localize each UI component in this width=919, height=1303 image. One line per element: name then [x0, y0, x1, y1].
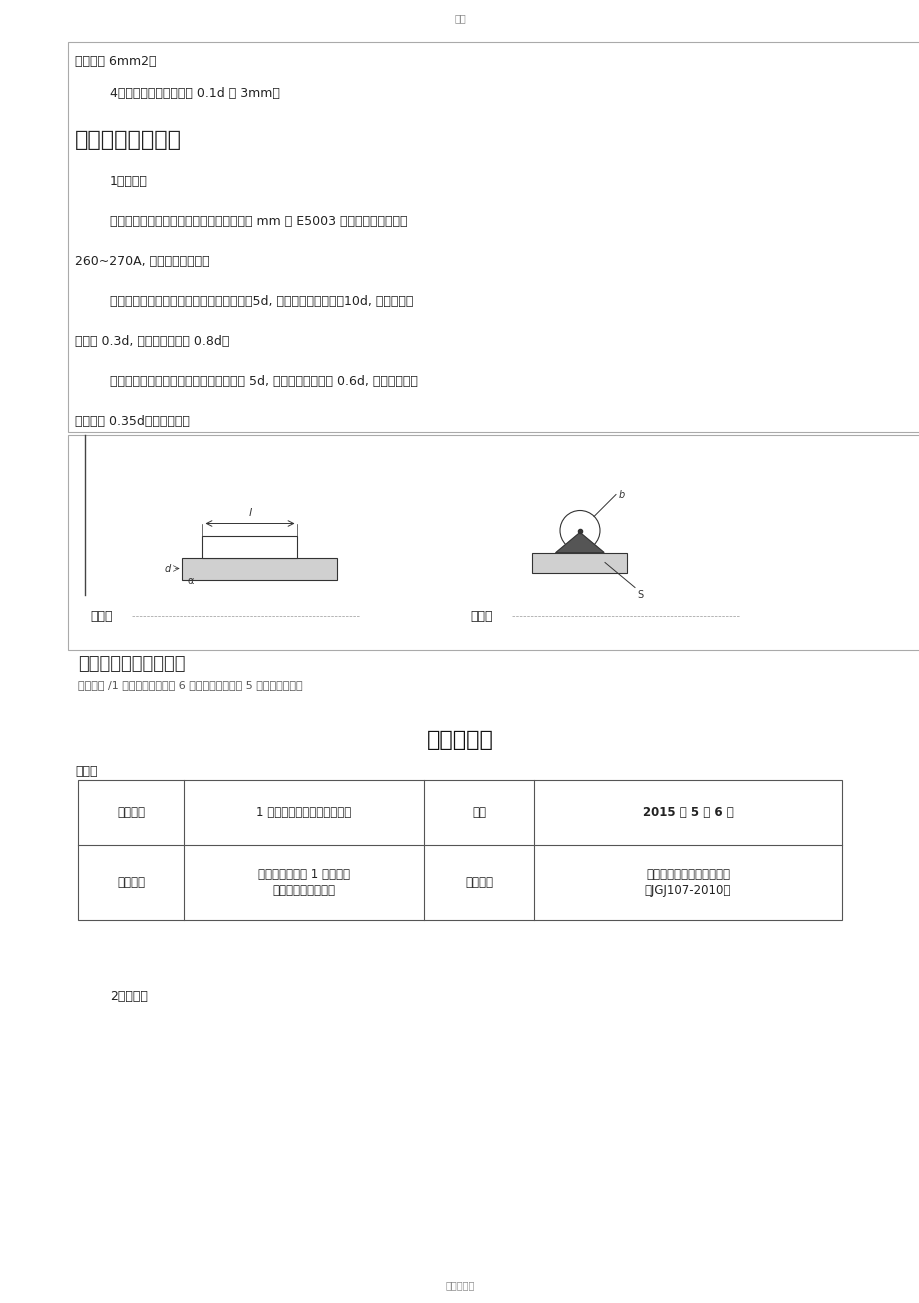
Text: α: α	[187, 576, 194, 585]
Text: 2、坡口焊: 2、坡口焊	[110, 990, 148, 1003]
Text: 《钢筋机械连接技术规程》: 《钢筋机械连接技术规程》	[645, 868, 729, 881]
Polygon shape	[555, 533, 604, 552]
Text: 编制人: 编制人	[90, 610, 112, 623]
Text: 编号：: 编号：	[75, 765, 97, 778]
Text: 根据工艺性试验确定，本工程焊条选用直径 mm 的 E5003 级焊条。焊接电流为: 根据工艺性试验确定，本工程焊条选用直径 mm 的 E5003 级焊条。焊接电流为	[110, 215, 407, 228]
Text: l: l	[248, 508, 251, 519]
Text: S: S	[636, 589, 642, 599]
Text: 钢筋与钢板搭接焊时，搭接长度不得小于 5d, 焊缝宽度不得小于 0.6d, 焊缝有效厚度: 钢筋与钢板搭接焊时，搭接长度不得小于 5d, 焊缝宽度不得小于 0.6d, 焊缝…	[110, 375, 417, 388]
Text: 2015 年 5 月 6 日: 2015 年 5 月 6 日	[642, 807, 732, 820]
Text: 钢筋与钢筋搭接焊时，双面焊焊缝长度应）5d, 单面焊焊缝长度应）10d, 焊缝高度不: 钢筋与钢筋搭接焊时，双面焊焊缝长度应）5d, 单面焊焊缝长度应）10d, 焊缝高…	[110, 294, 413, 308]
Text: 版权下载权: 版权下载权	[445, 1280, 474, 1290]
Text: 复核人: 复核人	[470, 610, 492, 623]
Text: 260~270A, 焊接时采用平焊。: 260~270A, 焊接时采用平焊。	[75, 255, 210, 268]
Text: 技术交底书: 技术交底书	[426, 730, 493, 751]
Text: 积不大于 6mm2。: 积不大于 6mm2。	[75, 55, 156, 68]
Text: 1 号线文化宫站地连墙施工队: 1 号线文化宫站地连墙施工队	[256, 807, 351, 820]
Text: d: d	[165, 563, 170, 573]
Text: 接收单位 /1 嗯舞关和营哥血超 6 施茎队后垲缝梆认 5 一炼凝们效厚度: 接收单位 /1 嗯舞关和营哥血超 6 施茎队后垲缝梆认 5 一炼凝们效厚度	[78, 680, 302, 691]
Text: 根据图号: 根据图号	[464, 876, 493, 889]
Text: 四、工艺参数要求: 四、工艺参数要求	[75, 130, 182, 150]
Text: 1、搭接焊: 1、搭接焊	[110, 175, 148, 188]
Text: 4、接头轴线偏移不大于 0.1d 或 3mm。: 4、接头轴线偏移不大于 0.1d 或 3mm。	[110, 87, 279, 100]
Bar	[532, 552, 627, 572]
Bar	[68, 42, 919, 433]
Text: 不得小于 0.35d。如图所示：: 不得小于 0.35d。如图所示：	[75, 414, 189, 427]
Bar	[68, 435, 919, 650]
Text: 精品: 精品	[454, 13, 465, 23]
Text: 宫站地下连续墙工程: 宫站地下连续墙工程	[272, 883, 335, 896]
Text: b: b	[618, 490, 625, 499]
Text: 常州市轨道交通 1 号线文化: 常州市轨道交通 1 号线文化	[257, 868, 349, 881]
Bar	[202, 536, 297, 558]
Text: 应小于 0.3d, 焊缝宽度不小于 0.8d。: 应小于 0.3d, 焊缝宽度不小于 0.8d。	[75, 335, 229, 348]
Text: （JGJ107-2010）: （JGJ107-2010）	[644, 883, 731, 896]
Text: 日期: 日期	[471, 807, 485, 820]
Text: 工程名称: 工程名称	[117, 876, 145, 889]
Text: 主送单位: 主送单位	[117, 807, 145, 820]
Bar	[182, 558, 337, 580]
Bar	[78, 780, 841, 920]
Text: 制筋与铜板搭接焊接头: 制筋与铜板搭接焊接头	[78, 655, 186, 674]
